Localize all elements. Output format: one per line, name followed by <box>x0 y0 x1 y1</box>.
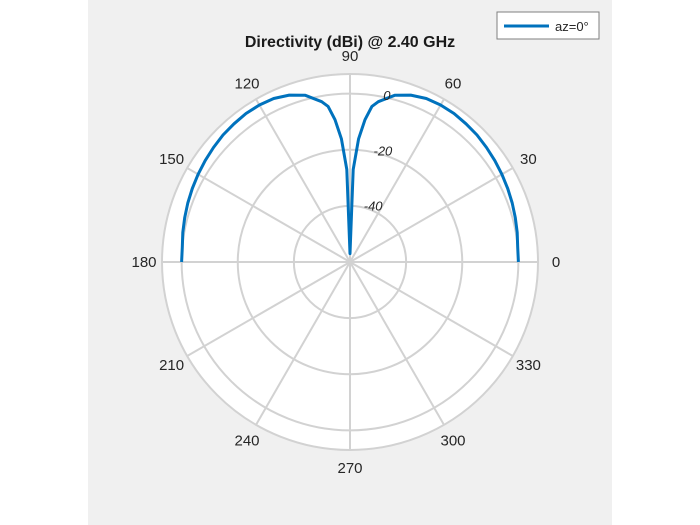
legend[interactable]: az=0° <box>496 11 600 40</box>
grid-spoke-330 <box>349 261 514 357</box>
figure-margin-left <box>0 0 88 525</box>
grid-spoke-120 <box>255 98 351 263</box>
series-layer <box>180 93 520 263</box>
angle-tick-label-90: 90 <box>342 48 359 65</box>
series-line-0 <box>180 93 520 263</box>
radial-tick-label-0: 0 <box>383 88 391 103</box>
angle-tick-label-0: 0 <box>552 254 560 271</box>
angle-tick-label-300: 300 <box>440 432 465 449</box>
angle-tick-label-60: 60 <box>445 76 462 93</box>
grid-spoke-60 <box>349 98 445 263</box>
tick-labels: 0 30 60 90 120 150 180 210 240 270 300 330 0 -20 -40 <box>131 48 560 477</box>
angle-tick-label-150: 150 <box>159 151 184 168</box>
radial-tick-label--20: -20 <box>373 143 393 158</box>
legend-label-az0: az=0° <box>555 19 589 34</box>
angle-tick-label-240: 240 <box>234 432 259 449</box>
figure-margin-right <box>612 0 700 525</box>
radial-tick-label--40: -40 <box>364 199 384 214</box>
angle-tick-label-270: 270 <box>337 460 362 477</box>
grid-spoke-300 <box>349 261 445 426</box>
grid-spoke-30 <box>349 167 514 263</box>
angle-tick-label-210: 210 <box>159 357 184 374</box>
angle-tick-label-30: 30 <box>520 151 537 168</box>
angle-tick-label-330: 330 <box>516 357 541 374</box>
angle-tick-label-180: 180 <box>131 254 156 271</box>
chart-title: Directivity (dBi) @ 2.40 GHz <box>245 34 455 51</box>
grid-spoke-210 <box>186 261 351 357</box>
grid-spoke-240 <box>255 261 351 426</box>
grid-spoke-150 <box>186 167 351 263</box>
angle-tick-label-120: 120 <box>234 76 259 93</box>
